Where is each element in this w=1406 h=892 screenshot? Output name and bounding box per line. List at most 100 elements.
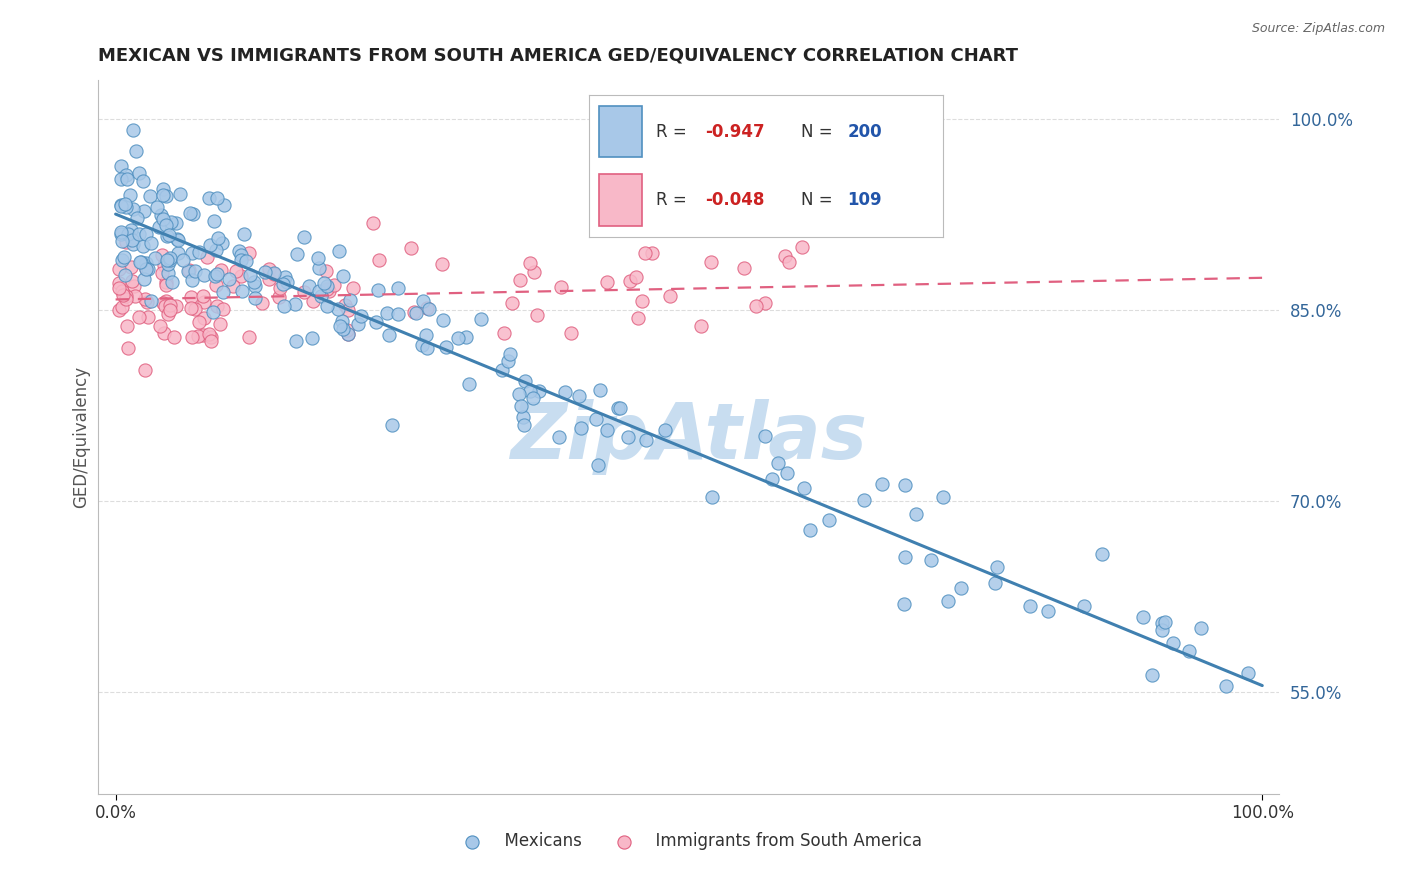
Point	[211, 236, 233, 251]
Point	[322, 277, 344, 292]
Point	[200, 334, 222, 349]
Point	[165, 299, 187, 313]
Point	[114, 235, 136, 249]
Point	[218, 272, 240, 286]
Point	[135, 256, 157, 270]
Point	[205, 299, 228, 313]
Point	[115, 319, 138, 334]
Point	[254, 265, 277, 279]
Point	[761, 472, 783, 486]
Point	[307, 251, 329, 265]
Point	[179, 205, 201, 219]
Point	[136, 310, 159, 325]
Point	[110, 225, 132, 239]
Point	[330, 314, 353, 328]
Point	[198, 326, 221, 341]
Point	[169, 186, 191, 201]
Point	[631, 294, 654, 309]
Point	[523, 265, 546, 279]
Point	[115, 200, 138, 214]
Point	[766, 456, 789, 470]
Point	[117, 341, 139, 355]
Point	[152, 188, 174, 202]
Point	[111, 252, 134, 267]
Point	[166, 245, 188, 260]
Point	[235, 253, 257, 268]
Point	[128, 255, 150, 269]
Point	[585, 412, 607, 426]
Point	[775, 249, 797, 263]
Point	[361, 216, 384, 230]
Point	[193, 311, 215, 326]
Point	[135, 295, 157, 310]
Point	[276, 276, 298, 290]
Point	[654, 423, 676, 437]
Point	[609, 401, 631, 416]
Point	[156, 266, 179, 280]
Point	[870, 477, 893, 491]
Point	[212, 302, 235, 317]
Point	[115, 289, 138, 303]
Point	[143, 251, 166, 265]
Point	[111, 288, 134, 302]
Point	[1091, 547, 1114, 561]
Point	[132, 238, 155, 252]
Point	[263, 267, 285, 281]
Point	[328, 244, 350, 258]
Point	[269, 281, 291, 295]
Point	[243, 291, 266, 305]
Point	[446, 331, 468, 345]
Point	[411, 338, 433, 352]
Point	[114, 268, 136, 282]
Point	[110, 159, 132, 173]
Point	[1154, 615, 1177, 630]
Point	[233, 227, 256, 241]
Point	[159, 298, 181, 312]
Point	[302, 294, 325, 309]
Point	[332, 268, 354, 283]
Point	[368, 252, 391, 267]
Point	[548, 430, 571, 444]
Point	[141, 236, 163, 251]
Point	[269, 290, 291, 304]
Point	[527, 384, 550, 398]
Point	[191, 289, 214, 303]
Point	[152, 182, 174, 196]
Point	[404, 305, 426, 319]
Point	[1150, 624, 1173, 638]
Point	[852, 492, 875, 507]
Point	[120, 222, 142, 236]
Point	[513, 374, 536, 388]
Point	[893, 549, 915, 564]
Point	[456, 330, 478, 344]
Point	[132, 272, 155, 286]
Point	[509, 273, 531, 287]
Point	[231, 253, 253, 268]
Point	[250, 296, 273, 310]
Point	[378, 328, 401, 343]
Point	[285, 247, 308, 261]
Point	[242, 275, 264, 289]
Point	[586, 458, 609, 472]
Point	[200, 330, 222, 344]
Point	[122, 123, 145, 137]
Point	[205, 191, 228, 205]
Point	[166, 232, 188, 246]
Point	[350, 310, 373, 324]
Point	[125, 211, 148, 226]
Point	[209, 262, 232, 277]
Point	[187, 315, 209, 329]
Point	[122, 237, 145, 252]
Point	[905, 507, 928, 521]
Point	[519, 384, 541, 398]
Point	[120, 260, 142, 275]
Point	[202, 305, 225, 319]
Point	[152, 211, 174, 226]
Point	[508, 386, 530, 401]
Point	[207, 231, 229, 245]
Point	[222, 279, 245, 293]
Point	[308, 261, 330, 276]
Point	[634, 246, 657, 260]
Point	[470, 312, 492, 326]
Point	[387, 280, 409, 294]
